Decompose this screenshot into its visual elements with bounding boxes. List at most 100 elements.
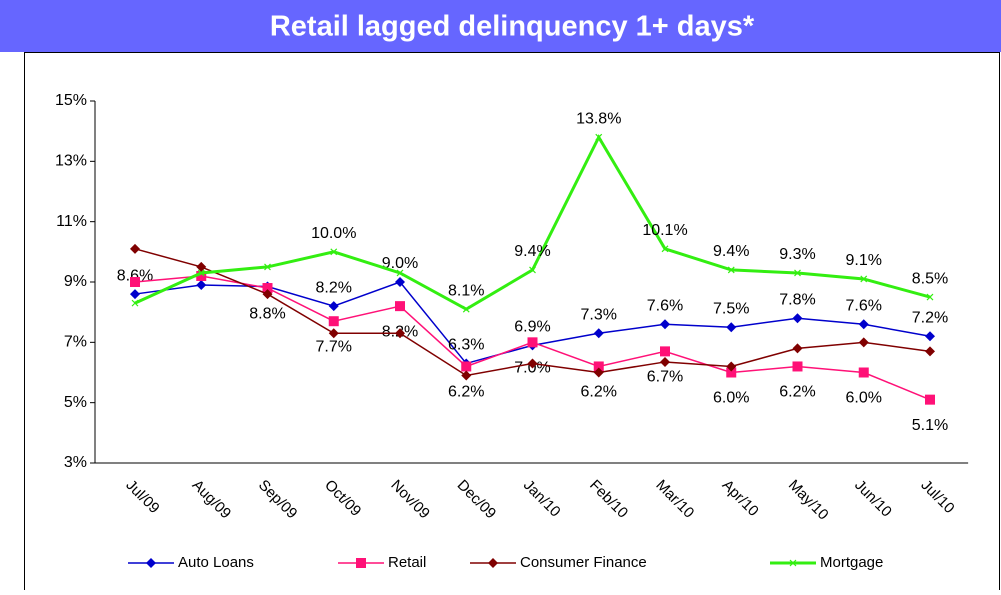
data-label: 7.6% bbox=[846, 297, 882, 314]
legend-label: Retail bbox=[388, 554, 426, 571]
chart-title: Retail lagged delinquency 1+ days* bbox=[270, 11, 755, 43]
marker bbox=[727, 266, 735, 274]
marker bbox=[262, 283, 273, 294]
y-tick-label: 3% bbox=[64, 454, 87, 471]
marker bbox=[593, 328, 604, 339]
data-label: 9.3% bbox=[779, 246, 815, 263]
marker bbox=[130, 243, 140, 254]
marker bbox=[395, 301, 405, 312]
legend-label: Consumer Finance bbox=[520, 554, 647, 571]
marker bbox=[726, 367, 737, 378]
marker bbox=[660, 346, 670, 357]
data-label: 6.0% bbox=[713, 390, 749, 407]
data-label: 7.7% bbox=[316, 338, 352, 355]
x-tick-label: Aug/09 bbox=[189, 477, 235, 523]
series bbox=[131, 133, 934, 313]
marker bbox=[196, 280, 207, 291]
data-label: 6.2% bbox=[581, 384, 617, 401]
marker bbox=[462, 305, 470, 313]
marker bbox=[396, 269, 404, 277]
marker bbox=[328, 328, 339, 339]
marker bbox=[130, 289, 140, 300]
legend-label: Mortgage bbox=[820, 554, 883, 571]
marker bbox=[789, 559, 797, 567]
marker bbox=[130, 277, 140, 287]
marker bbox=[726, 322, 737, 333]
marker bbox=[858, 337, 869, 348]
x-tick-label: Jun/10 bbox=[851, 477, 895, 521]
marker bbox=[461, 370, 472, 381]
marker bbox=[488, 558, 498, 568]
marker bbox=[197, 269, 205, 277]
data-label: 8.1% bbox=[448, 282, 484, 299]
marker bbox=[527, 358, 538, 369]
marker bbox=[461, 361, 472, 372]
marker bbox=[660, 319, 670, 330]
y-tick-label: 13% bbox=[55, 153, 87, 170]
legend-entry: Consumer Finance bbox=[470, 554, 647, 571]
y-tick-label: 9% bbox=[64, 273, 87, 290]
data-label: 6.2% bbox=[779, 384, 815, 401]
data-label: 10.1% bbox=[642, 222, 687, 239]
legend-entry: Mortgage bbox=[770, 554, 883, 571]
x-tick-label: Jul/10 bbox=[917, 477, 957, 517]
x-tick-label: Mar/10 bbox=[652, 477, 697, 522]
legend-entry: Retail bbox=[338, 554, 426, 571]
marker bbox=[264, 263, 271, 271]
x-tick-label: May/10 bbox=[785, 477, 832, 524]
frame bbox=[24, 52, 1000, 595]
marker bbox=[858, 319, 869, 330]
y-tick-label: 15% bbox=[55, 92, 87, 109]
marker bbox=[925, 346, 935, 357]
y-tick-label: 7% bbox=[64, 334, 87, 351]
marker bbox=[593, 361, 604, 372]
legend-entry: Auto Loans bbox=[128, 554, 254, 571]
data-label: 7.3% bbox=[581, 307, 617, 324]
marker bbox=[146, 558, 156, 568]
data-label: 7.6% bbox=[647, 297, 683, 314]
data-label: 7.2% bbox=[912, 310, 948, 327]
data-label: 6.2% bbox=[448, 384, 484, 401]
marker bbox=[196, 270, 207, 281]
data-label: 10.0% bbox=[311, 225, 356, 242]
marker bbox=[926, 293, 934, 301]
data-label: 9.1% bbox=[846, 252, 882, 269]
data-label: 9.4% bbox=[713, 243, 749, 260]
x-tick-label: Jan/10 bbox=[520, 477, 564, 521]
marker bbox=[262, 289, 273, 300]
marker bbox=[794, 269, 801, 277]
marker bbox=[925, 331, 935, 342]
marker bbox=[328, 316, 339, 327]
data-label: 6.7% bbox=[647, 369, 683, 386]
data-label: 13.8% bbox=[576, 110, 621, 127]
series bbox=[130, 270, 935, 405]
x-tick-label: Nov/09 bbox=[387, 477, 433, 523]
marker bbox=[196, 261, 207, 272]
marker bbox=[660, 356, 670, 367]
data-label: 8.5% bbox=[912, 270, 948, 287]
marker bbox=[131, 299, 139, 307]
marker bbox=[860, 275, 868, 283]
marker bbox=[726, 361, 737, 372]
x-tick-label: Dec/09 bbox=[454, 477, 500, 523]
x-tick-label: Jul/09 bbox=[122, 477, 162, 517]
x-tick-label: Sep/09 bbox=[255, 477, 301, 523]
marker bbox=[661, 245, 669, 253]
data-label: 6.9% bbox=[514, 319, 550, 336]
data-label: 5.1% bbox=[912, 417, 948, 434]
marker bbox=[595, 133, 603, 141]
marker bbox=[527, 337, 538, 348]
y-tick-label: 11% bbox=[56, 213, 87, 230]
data-label: 9.4% bbox=[514, 243, 550, 260]
marker bbox=[593, 367, 604, 378]
data-label: 6.3% bbox=[448, 337, 484, 354]
x-tick-label: Feb/10 bbox=[586, 477, 631, 522]
marker bbox=[792, 361, 803, 372]
legend-label: Auto Loans bbox=[178, 554, 254, 571]
data-label: 8.2% bbox=[316, 279, 352, 296]
marker bbox=[925, 394, 935, 405]
y-tick-label: 5% bbox=[64, 394, 87, 411]
marker bbox=[395, 328, 405, 339]
